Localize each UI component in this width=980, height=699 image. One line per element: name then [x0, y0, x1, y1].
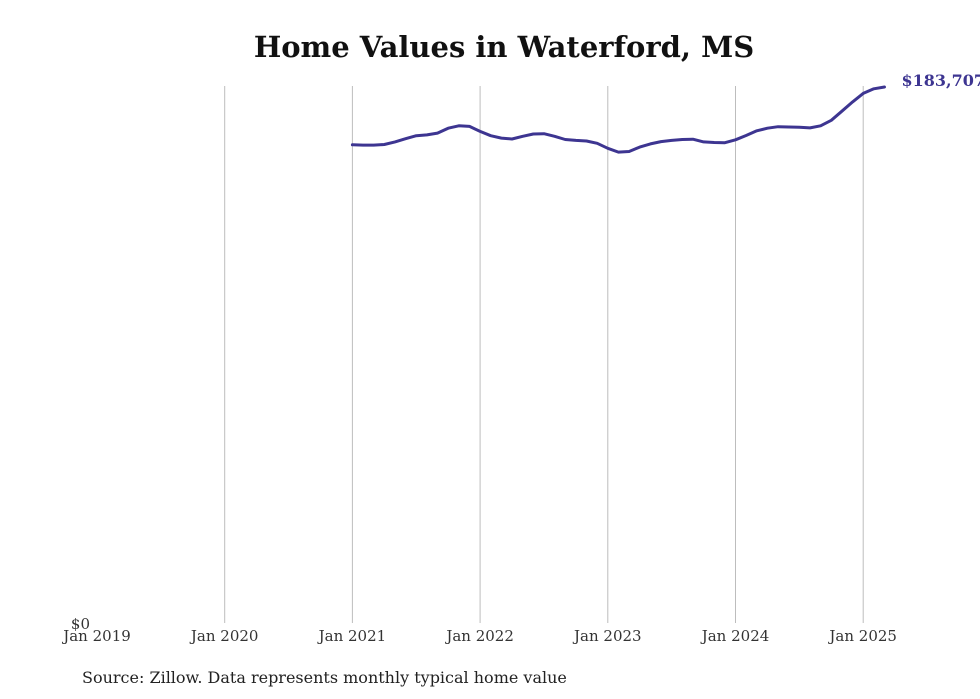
- x-tick-label: Jan 2023: [572, 627, 642, 645]
- gridlines: [224, 86, 864, 623]
- x-tick-label: Jan 2020: [189, 627, 259, 645]
- chart-title: Home Values in Waterford, MS: [253, 30, 755, 64]
- labels-layer: Jan 2019 Jan 2020 Jan 2021 Jan 2022 Jan 2023…: [61, 71, 980, 645]
- x-tick-label: Jan 2021: [317, 627, 387, 645]
- x-tick-label: Jan 2022: [444, 627, 514, 645]
- series-layer: [350, 85, 886, 154]
- series-line: [350, 85, 886, 154]
- end-value-label: $183,707: [901, 71, 980, 90]
- x-tick-label: Jan 2019: [61, 627, 131, 645]
- source-note: Source: Zillow. Data represents monthly …: [82, 668, 567, 687]
- x-tick-label: Jan 2025: [827, 627, 897, 645]
- y-tick-label: $0: [71, 615, 90, 633]
- x-tick-label: Jan 2024: [700, 627, 770, 645]
